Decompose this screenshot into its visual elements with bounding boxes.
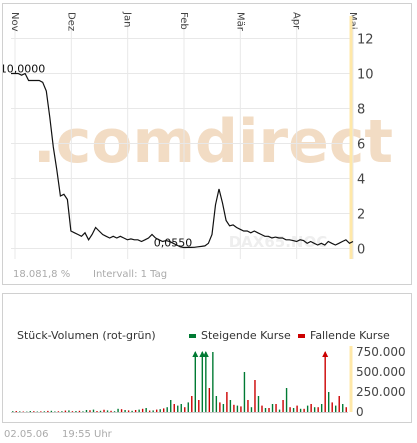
volume-tick-label: 750.000 [356,345,406,359]
y-tick-label: 12 [357,33,374,48]
volume-title: Stück-Volumen (rot-grün) [17,329,156,342]
price-chart: .comdirect DAX65.NOC 0 2 4 6 8 10 12 Nov Dez Jan Feb… [3,11,393,259]
rising-volume-bar-overflow-arrow [202,351,209,357]
x-tick-label: Dez [65,12,76,31]
volume-tick-label: 0 [356,405,364,419]
legend-falling-label: Fallende Kurse [310,329,390,342]
y-tick-label: 2 [357,208,365,223]
legend-rising: Steigende Kurse [189,329,291,342]
volume-chart-panel: 0 250.000 500.000 750.000 Stück-Volumen (ro… [2,293,412,423]
legend-rising-label: Steigende Kurse [201,329,291,342]
time-label: 19:55 Uhr [62,429,112,440]
y-tick-label: 4 [357,173,365,188]
y-tick-label: 10 [357,68,374,83]
price-annotation: 0,0550 [154,237,193,250]
price-line [11,72,354,249]
legend-falling: Fallende Kurse [298,329,390,342]
legend-falling-swatch [298,334,305,338]
date-label: 02.05.06 [4,429,49,440]
y-tick-label: 0 [357,243,365,258]
price-chart-panel: .comdirect DAX65.NOC 0 2 4 6 8 10 12 Nov Dez Jan Feb… [2,3,412,285]
y-tick-label: 6 [357,138,365,153]
volume-chart: 0 250.000 500.000 750.000 [11,345,406,419]
falling-volume-bar-overflow-arrow [322,351,329,357]
rising-volume-bar-overflow-arrow [192,351,199,357]
x-tick-label: Jan [122,11,133,27]
change-percent: 18.081,8 % [13,269,71,280]
interval-label: Intervall: 1 Tag [93,269,168,280]
price-annotation: 10,0000 [3,63,45,76]
x-tick-label: Feb [178,12,189,30]
watermark-logo: .comdirect [33,107,393,177]
x-tick-label: Nov [9,12,20,32]
y-tick-label: 8 [357,103,365,118]
volume-tick-label: 250.000 [356,385,406,399]
x-tick-label: Mär [234,12,245,32]
legend-rising-swatch [189,334,196,338]
watermark-ticker: DAX65.NOC [229,233,328,251]
volume-tick-label: 500.000 [356,365,406,379]
x-tick-label: Apr [291,12,302,30]
